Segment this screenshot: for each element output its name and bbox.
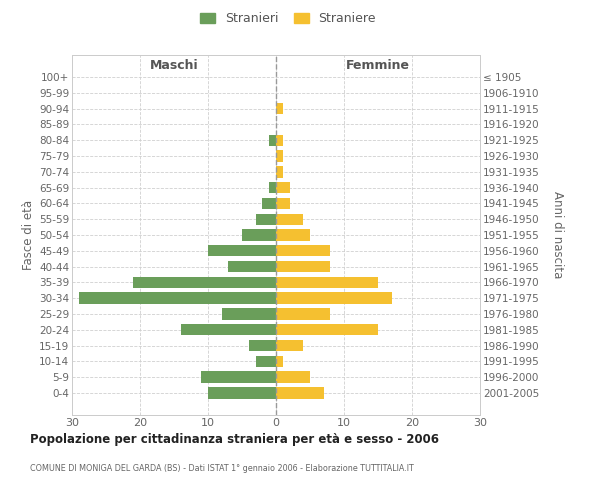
- Bar: [208, 388, 276, 398]
- Bar: [276, 308, 331, 320]
- Bar: [276, 356, 283, 367]
- Bar: [269, 134, 276, 146]
- Legend: Stranieri, Straniere: Stranieri, Straniere: [196, 8, 380, 29]
- Text: Femmine: Femmine: [346, 60, 410, 72]
- Bar: [276, 276, 378, 288]
- Bar: [256, 356, 276, 367]
- Bar: [201, 372, 276, 383]
- Y-axis label: Fasce di età: Fasce di età: [22, 200, 35, 270]
- Bar: [276, 388, 323, 398]
- Bar: [276, 198, 290, 209]
- Bar: [256, 214, 276, 225]
- Bar: [276, 150, 283, 162]
- Text: Popolazione per cittadinanza straniera per età e sesso - 2006: Popolazione per cittadinanza straniera p…: [30, 432, 439, 446]
- Bar: [276, 230, 310, 240]
- Text: COMUNE DI MONIGA DEL GARDA (BS) - Dati ISTAT 1° gennaio 2006 - Elaborazione TUTT: COMUNE DI MONIGA DEL GARDA (BS) - Dati I…: [30, 464, 414, 473]
- Bar: [269, 182, 276, 194]
- Bar: [276, 103, 283, 115]
- Bar: [276, 134, 283, 146]
- Bar: [276, 214, 303, 225]
- Text: Maschi: Maschi: [149, 60, 199, 72]
- Bar: [276, 182, 290, 194]
- Bar: [276, 245, 331, 256]
- Bar: [242, 230, 276, 240]
- Bar: [133, 276, 276, 288]
- Bar: [249, 340, 276, 351]
- Bar: [276, 261, 331, 272]
- Bar: [276, 166, 283, 177]
- Y-axis label: Anni di nascita: Anni di nascita: [551, 192, 563, 278]
- Bar: [79, 292, 276, 304]
- Bar: [229, 261, 276, 272]
- Bar: [208, 245, 276, 256]
- Bar: [276, 292, 392, 304]
- Bar: [276, 324, 378, 336]
- Bar: [276, 340, 303, 351]
- Bar: [276, 372, 310, 383]
- Bar: [262, 198, 276, 209]
- Bar: [181, 324, 276, 336]
- Bar: [221, 308, 276, 320]
